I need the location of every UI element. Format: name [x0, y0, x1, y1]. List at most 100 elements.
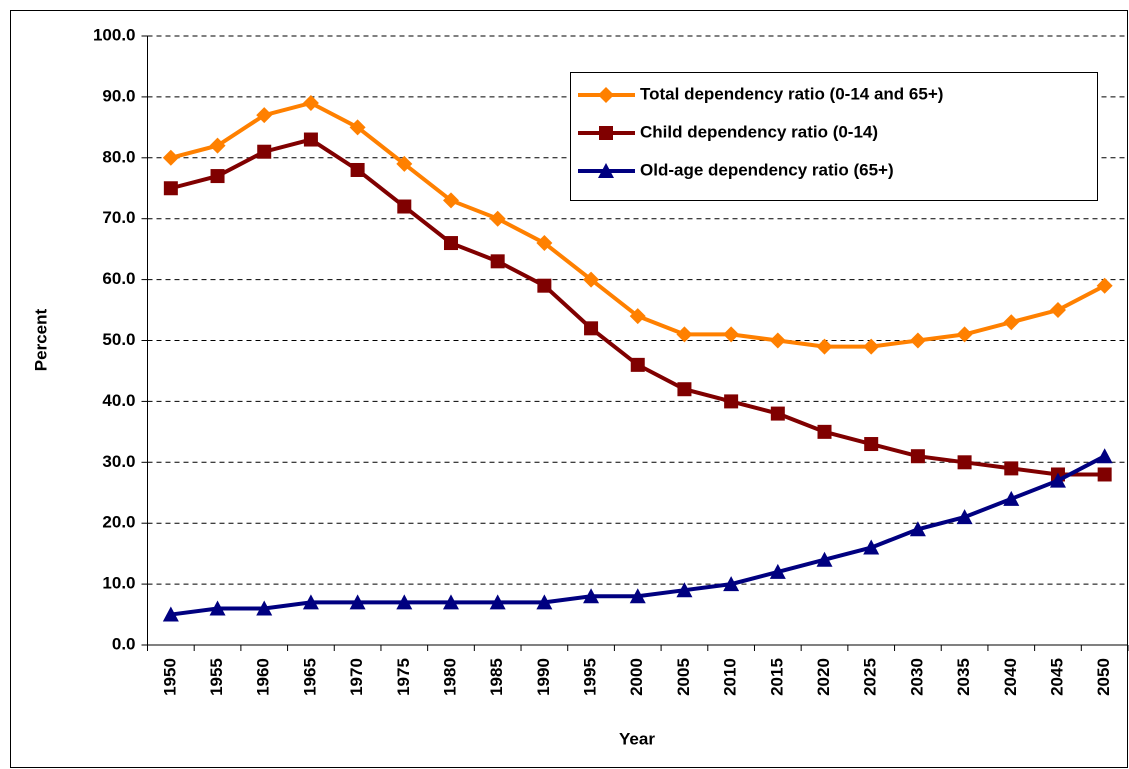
x-tick-label: 1990: [534, 658, 553, 696]
marker: [209, 137, 226, 154]
marker: [910, 449, 925, 464]
marker: [1049, 302, 1066, 319]
marker: [1004, 461, 1019, 476]
marker: [863, 338, 880, 355]
marker: [599, 126, 613, 140]
marker: [817, 424, 832, 439]
marker: [536, 235, 553, 252]
marker: [209, 600, 226, 616]
marker: [1096, 448, 1113, 464]
legend-label: Child dependency ratio (0-14): [640, 122, 878, 141]
marker: [489, 210, 506, 227]
y-tick-label: 60.0: [102, 269, 135, 288]
x-tick-label: 2015: [767, 658, 786, 696]
marker: [256, 107, 273, 124]
x-tick-label: 1980: [440, 658, 459, 696]
marker: [724, 394, 739, 409]
marker: [584, 321, 599, 336]
x-tick-label: 1965: [300, 658, 319, 696]
marker: [256, 600, 273, 616]
marker: [598, 87, 614, 103]
marker: [396, 155, 413, 172]
marker: [909, 521, 926, 537]
marker: [302, 594, 319, 610]
marker: [443, 236, 458, 251]
marker: [303, 132, 318, 147]
y-tick-label: 90.0: [102, 86, 135, 105]
y-tick-label: 100.0: [93, 25, 136, 44]
marker: [770, 406, 785, 421]
marker: [863, 539, 880, 555]
y-tick-label: 0.0: [112, 634, 136, 653]
marker: [769, 563, 786, 579]
x-tick-label: 2045: [1047, 658, 1066, 696]
marker: [162, 149, 179, 166]
marker: [1049, 472, 1066, 488]
marker: [676, 582, 693, 598]
x-axis-title: Year: [619, 729, 655, 748]
legend-label: Old-age dependency ratio (65+): [640, 160, 894, 179]
marker: [162, 606, 179, 622]
marker: [769, 332, 786, 349]
marker: [629, 588, 646, 604]
y-tick-label: 20.0: [102, 513, 135, 532]
marker: [629, 308, 646, 325]
x-tick-label: 2050: [1094, 658, 1113, 696]
marker: [349, 594, 366, 610]
marker: [302, 94, 319, 111]
x-tick-label: 2005: [674, 658, 693, 696]
x-tick-label: 1995: [581, 658, 600, 696]
marker: [1003, 314, 1020, 331]
y-tick-label: 30.0: [102, 452, 135, 471]
x-tick-label: 2020: [814, 658, 833, 696]
marker: [397, 199, 412, 214]
marker: [537, 278, 552, 293]
y-tick-label: 80.0: [102, 147, 135, 166]
marker: [816, 551, 833, 567]
marker: [583, 271, 600, 288]
marker: [864, 437, 879, 452]
marker: [349, 119, 366, 136]
marker: [1003, 490, 1020, 506]
marker: [598, 163, 614, 178]
y-tick-label: 40.0: [102, 391, 135, 410]
marker: [723, 576, 740, 592]
y-tick-label: 50.0: [102, 330, 135, 349]
marker: [723, 326, 740, 343]
marker: [396, 594, 413, 610]
x-tick-label: 1950: [160, 658, 179, 696]
marker: [909, 332, 926, 349]
marker: [956, 509, 973, 525]
marker: [630, 357, 645, 372]
marker: [1097, 467, 1112, 482]
marker: [210, 169, 225, 184]
legend-box: [570, 72, 1098, 201]
x-tick-label: 2000: [627, 658, 646, 696]
x-tick-label: 2010: [721, 658, 740, 696]
marker: [442, 192, 459, 209]
marker: [489, 594, 506, 610]
x-tick-label: 2030: [907, 658, 926, 696]
marker: [676, 326, 693, 343]
x-tick-label: 2035: [954, 658, 973, 696]
x-tick-label: 1975: [394, 658, 413, 696]
x-tick-label: 1960: [254, 658, 273, 696]
marker: [350, 162, 365, 177]
marker: [536, 594, 553, 610]
marker: [257, 144, 272, 159]
x-tick-label: 2025: [861, 658, 880, 696]
x-tick-label: 1955: [207, 658, 226, 696]
marker: [956, 326, 973, 343]
x-tick-label: 1970: [347, 658, 366, 696]
legend-label: Total dependency ratio (0-14 and 65+): [640, 84, 943, 103]
x-tick-label: 1985: [487, 658, 506, 696]
marker: [442, 594, 459, 610]
y-tick-label: 70.0: [102, 208, 135, 227]
marker: [957, 455, 972, 470]
marker: [163, 181, 178, 196]
marker: [677, 382, 692, 397]
y-axis-title: Percent: [31, 308, 50, 371]
marker: [490, 254, 505, 269]
marker: [1096, 277, 1113, 294]
